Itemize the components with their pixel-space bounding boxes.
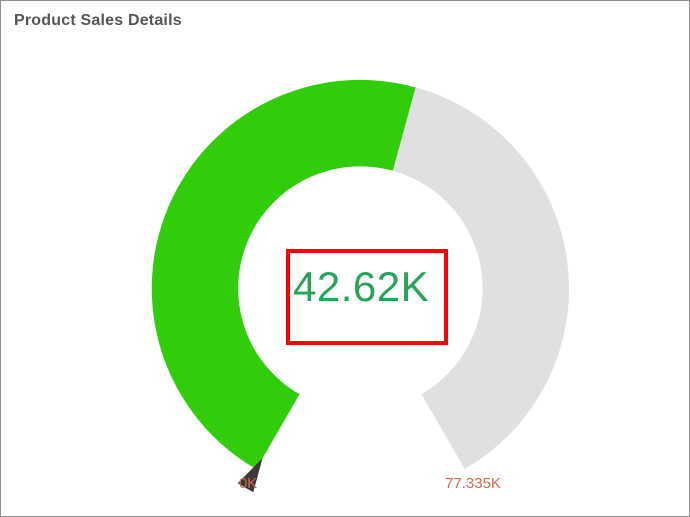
value-annotation-box: 42.62K xyxy=(286,249,448,345)
axis-label-min: 0K xyxy=(239,475,257,492)
chart-title: Product Sales Details xyxy=(14,12,182,29)
gauge-track-arc xyxy=(392,87,570,470)
gauge-value-arc xyxy=(151,79,416,470)
value-annotation-text: 42.62K xyxy=(293,263,430,310)
axis-label-max: 77.335K xyxy=(445,475,501,492)
gauge-marker-pointer-icon xyxy=(237,458,263,493)
